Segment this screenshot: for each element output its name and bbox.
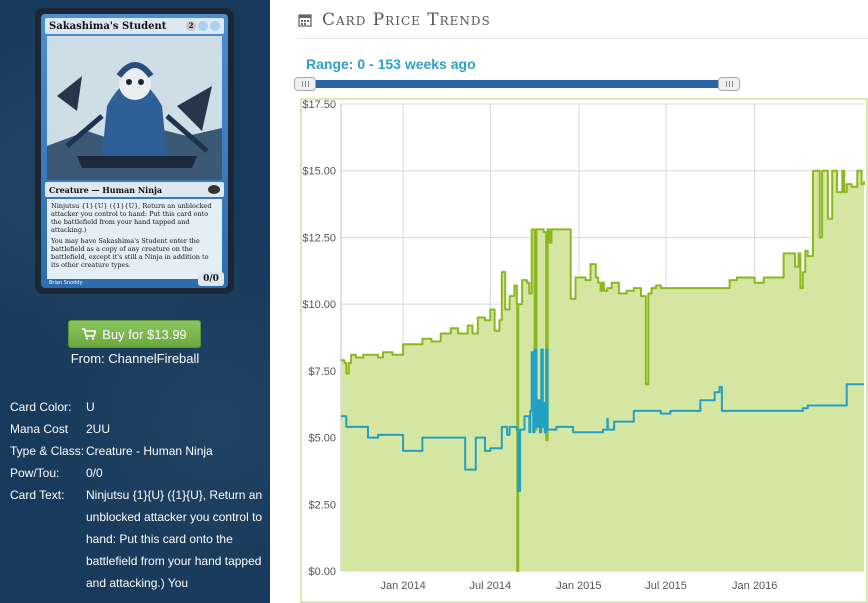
card-frame: Sakashima's Student 2	[41, 14, 228, 288]
card-artist: Brian Snoddy	[49, 280, 83, 286]
x-tick-label: Jul 2014	[469, 580, 511, 592]
y-tick-label: $5.00	[308, 433, 336, 445]
card-image: Sakashima's Student 2	[35, 8, 234, 294]
price-line-series-2	[341, 348, 864, 492]
x-tick-label: Jan 2014	[380, 580, 425, 592]
card-details: Card Color: U Mana Cost 2UU Type & Class…	[10, 396, 265, 594]
mana-symbol: 2	[186, 21, 196, 31]
y-tick-label: $10.00	[302, 299, 336, 311]
detail-row-mana-cost: Mana Cost 2UU	[10, 418, 265, 440]
range-slider-handle-start[interactable]	[294, 77, 316, 91]
price-chart: $0.00 $2.50 $5.00 $7.50 $10.00 $12.50 $15.00 $1…	[298, 96, 868, 603]
chart-header: Card Price Trends	[298, 8, 491, 32]
detail-row-type: Type & Class: Creature - Human Ninja	[10, 440, 265, 462]
mana-symbol	[210, 21, 220, 31]
detail-label: Card Color:	[10, 400, 72, 414]
detail-row-pow-tou: Pow/Tou: 0/0	[10, 462, 265, 484]
detail-label: Mana Cost	[10, 422, 69, 436]
detail-value: Creature - Human Ninja	[86, 444, 213, 458]
card-type-text: Creature — Human Ninja	[49, 184, 163, 195]
card-rules-textbox: Ninjutsu {1}{U} ({1}{U}, Return an unblo…	[47, 199, 222, 279]
detail-value: 2UU	[86, 422, 111, 436]
shopping-cart-icon	[82, 328, 97, 340]
y-tick-label: $7.50	[308, 366, 336, 378]
card-sidebar: Sakashima's Student 2	[0, 0, 270, 603]
price-chart-svg: $0.00 $2.50 $5.00 $7.50 $10.00 $12.50 $15.00 $1…	[300, 98, 868, 603]
price-area-fill	[341, 170, 864, 571]
card-title-bar: Sakashima's Student 2	[45, 18, 224, 34]
set-symbol-icon	[208, 185, 220, 194]
card-rules-text-ninjutsu: Ninjutsu {1}{U} ({1}{U}, Return an unblo…	[51, 202, 212, 234]
card-type-line: Creature — Human Ninja	[45, 182, 224, 197]
calendar-icon	[298, 14, 312, 27]
card-rules-text-copy: You may have Sakashima's Student enter t…	[51, 237, 209, 269]
x-tick-label: Jan 2015	[556, 580, 601, 592]
detail-label: Card Text:	[10, 488, 65, 502]
card-power-toughness: 0/0	[198, 272, 224, 286]
detail-label: Type & Class:	[10, 444, 85, 458]
detail-label: Pow/Tou:	[10, 466, 60, 480]
detail-value: 0/0	[86, 466, 103, 480]
card-artwork	[47, 36, 222, 180]
detail-value: U	[86, 400, 95, 414]
range-label: Range: 0 - 153 weeks ago	[306, 56, 476, 72]
price-line-series-1	[341, 169, 865, 572]
vendor-label: From: ChannelFireball	[70, 351, 200, 366]
y-tick-label: $12.50	[302, 232, 336, 244]
detail-row-card-text: Card Text: Ninjutsu {1}{U} ({1}{U}, Retu…	[10, 484, 265, 594]
ninja-artwork-icon	[47, 36, 222, 180]
y-tick-label: $0.00	[308, 566, 336, 578]
y-tick-label: $17.50	[302, 99, 336, 111]
range-slider-handle-end[interactable]	[718, 77, 740, 91]
card-name: Sakashima's Student	[49, 20, 167, 32]
range-slider-track[interactable]	[298, 80, 740, 88]
header-divider	[298, 38, 868, 39]
buy-button[interactable]: Buy for $13.99	[68, 320, 201, 348]
y-tick-label: $2.50	[308, 499, 336, 511]
x-tick-label: Jan 2016	[732, 580, 777, 592]
mana-cost-symbols: 2	[186, 21, 220, 31]
mana-symbol	[198, 21, 208, 31]
buy-button-label: Buy for $13.99	[102, 326, 187, 342]
detail-row-color: Card Color: U	[10, 396, 265, 418]
chart-title: Card Price Trends	[322, 10, 491, 30]
y-tick-label: $15.00	[302, 166, 336, 178]
x-tick-label: Jul 2015	[645, 580, 687, 592]
detail-value: Ninjutsu {1}{U} ({1}{U}, Return an unblo…	[86, 488, 263, 590]
range-slider[interactable]	[294, 77, 740, 91]
